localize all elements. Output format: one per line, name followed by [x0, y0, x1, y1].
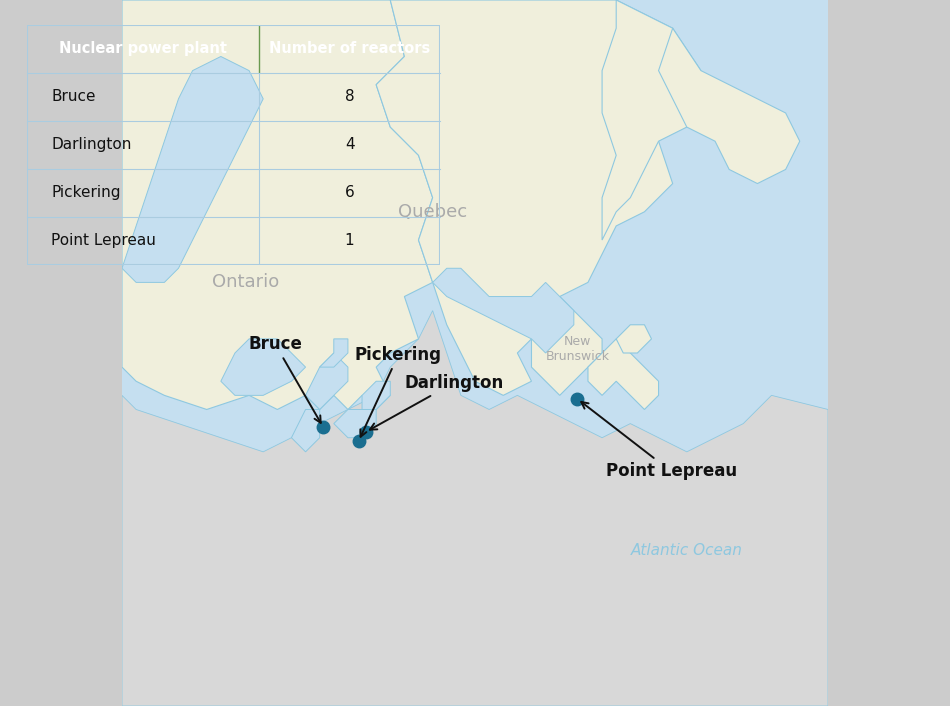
Text: Pickering: Pickering: [355, 346, 442, 437]
Polygon shape: [220, 339, 306, 395]
Text: New
Brunswick: New Brunswick: [545, 335, 609, 364]
Text: Atlantic Ocean: Atlantic Ocean: [631, 543, 743, 558]
Text: Darlington: Darlington: [370, 374, 504, 430]
Polygon shape: [306, 353, 348, 409]
Polygon shape: [531, 297, 602, 395]
Text: Nuclear power plant: Nuclear power plant: [59, 41, 227, 56]
Polygon shape: [432, 268, 574, 353]
Text: Pickering: Pickering: [51, 185, 121, 201]
Text: Bruce: Bruce: [248, 335, 321, 423]
Polygon shape: [588, 339, 658, 409]
Text: Bruce: Bruce: [51, 89, 96, 104]
Polygon shape: [122, 56, 263, 282]
Text: 6: 6: [345, 185, 354, 201]
Polygon shape: [362, 381, 390, 409]
Polygon shape: [602, 0, 701, 240]
Text: 8: 8: [345, 89, 354, 104]
Polygon shape: [320, 339, 348, 367]
Text: Point Lepreau: Point Lepreau: [581, 402, 737, 480]
Text: 1: 1: [345, 233, 354, 249]
Text: 4: 4: [345, 137, 354, 152]
Polygon shape: [122, 311, 828, 706]
Polygon shape: [292, 409, 320, 452]
Text: Darlington: Darlington: [51, 137, 132, 152]
Polygon shape: [122, 0, 432, 409]
Polygon shape: [376, 0, 701, 395]
Polygon shape: [333, 409, 376, 438]
Text: Number of reactors: Number of reactors: [269, 41, 430, 56]
Polygon shape: [658, 28, 800, 184]
Text: Point Lepreau: Point Lepreau: [51, 233, 156, 249]
Polygon shape: [617, 325, 652, 353]
Text: Quebec: Quebec: [398, 203, 467, 221]
Text: Ontario: Ontario: [212, 273, 279, 292]
